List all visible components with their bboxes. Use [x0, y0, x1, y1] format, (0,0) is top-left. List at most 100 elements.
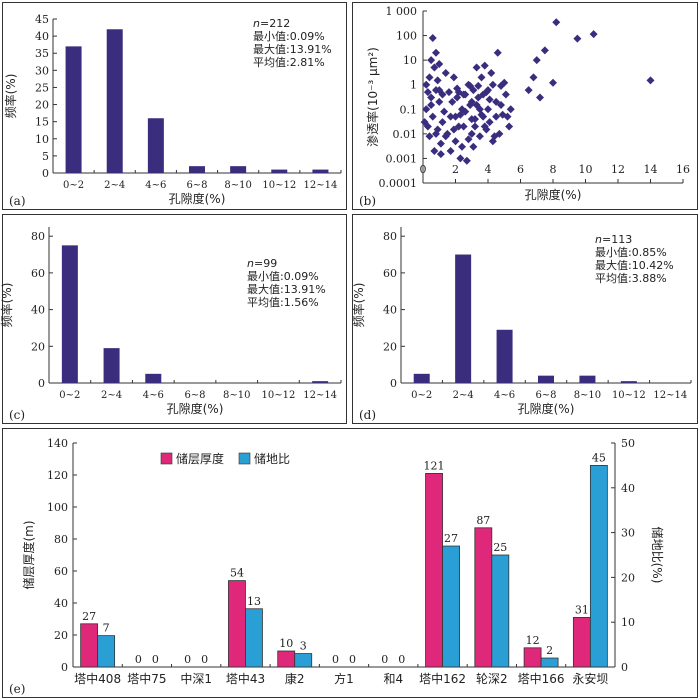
scatter-point — [497, 100, 505, 109]
scatter-point — [532, 56, 541, 65]
bar-thickness — [228, 580, 246, 668]
bar — [312, 169, 329, 173]
scatter-point — [477, 73, 486, 82]
scatter-point — [479, 90, 488, 99]
y-tick-label: 1 — [410, 79, 417, 92]
bar — [65, 46, 82, 173]
legend-label-ratio: 储地比 — [254, 451, 290, 466]
x-tick-label: 8 — [550, 163, 557, 176]
scatter-point — [474, 81, 483, 90]
x-tick-label: 2~4 — [104, 180, 125, 191]
scatter-point — [425, 132, 434, 141]
scatter-point — [436, 139, 445, 148]
scatter-point — [435, 97, 444, 106]
x-tick-label: 塔中162 — [419, 671, 466, 686]
y-tick-label: 0 — [390, 377, 397, 390]
data-label-thickness: 31 — [575, 603, 589, 616]
scatter-point — [422, 80, 431, 89]
y-tick-label-left: 0 — [61, 661, 68, 674]
x-tick-label: 8~10 — [224, 180, 251, 191]
scatter-point — [451, 137, 460, 146]
y-tick-label-right: 40 — [621, 482, 635, 495]
scatter-point — [480, 61, 489, 70]
legend-swatch-thickness — [160, 452, 173, 465]
panel-a: 0 5 10 15 20 25 30 35 40 45 0~2 2~4 4~6 6~8 8~10 10~12 1… — [2, 2, 347, 210]
scatter-point — [466, 81, 475, 90]
x-tick-label: 塔中166 — [518, 671, 565, 686]
x-tick-label: 6 — [517, 163, 524, 176]
panel-label: (a) — [9, 194, 26, 208]
scatter-point — [459, 122, 468, 131]
bar-thickness — [425, 473, 443, 668]
scatter-point — [430, 63, 439, 72]
scatter-point — [477, 110, 486, 119]
bar — [413, 373, 430, 383]
x-tick-label: 14 — [644, 163, 658, 176]
scatter-point — [435, 59, 444, 68]
scatter-point — [505, 122, 514, 131]
scatter-point — [432, 86, 440, 95]
x-axis-label: 孔隙度(%) — [525, 187, 582, 202]
data-label-thickness: 10 — [279, 637, 293, 650]
chart-a: 0 5 10 15 20 25 30 35 40 45 0~2 2~4 4~6 6~8 8~10 10~12 1… — [3, 13, 342, 208]
y-tick-label-left: 100 — [47, 501, 68, 514]
data-label-ratio: 27 — [444, 532, 458, 545]
x-tick-label: 10 — [579, 163, 593, 176]
scatter-point — [485, 118, 494, 127]
bar — [189, 166, 205, 173]
scatter-point — [462, 156, 471, 165]
y-tick-label: 60 — [31, 267, 45, 280]
stats-line: n=99 — [247, 257, 277, 270]
x-tick-label: 2~4 — [101, 390, 122, 401]
scatter-point — [448, 97, 457, 106]
bar-ratio — [540, 657, 559, 668]
data-label-ratio: 45 — [592, 451, 606, 464]
x-axis-label: 孔隙度(%) — [518, 401, 575, 416]
scatter-point — [497, 81, 505, 90]
y-tick-label: 40 — [31, 304, 45, 317]
x-tick-label: 永安坝 — [572, 671, 608, 686]
y-tick-label: 25 — [35, 81, 49, 94]
bar-thickness — [523, 647, 542, 668]
x-tick-label: 8~10 — [574, 390, 601, 401]
y-tick-label-right: 50 — [621, 437, 635, 450]
data-label-ratio: 0 — [201, 653, 208, 666]
x-tick-label: 6~8 — [186, 180, 207, 191]
x-tick-label: 12~14 — [304, 180, 338, 191]
bar-ratio — [245, 608, 263, 668]
y-tick-label-left: 140 — [47, 437, 68, 450]
bar-ratio — [442, 545, 460, 668]
scatter-point — [430, 147, 439, 156]
bar — [496, 329, 513, 383]
scatter-point — [501, 90, 510, 99]
scatter-point — [458, 105, 466, 114]
x-tick-label: 0~2 — [63, 180, 84, 191]
data-label-thickness: 0 — [184, 653, 191, 666]
x-tick-label: 2~4 — [453, 390, 474, 401]
y-tick-label: 40 — [383, 304, 397, 317]
data-label-ratio: 0 — [349, 653, 356, 666]
legend-swatch-ratio — [238, 452, 251, 465]
scatter-point — [422, 105, 431, 114]
scatter-point — [484, 105, 492, 114]
scatter-point — [440, 107, 449, 116]
scatter-point — [438, 118, 447, 127]
panel-label: (e) — [9, 682, 25, 696]
bar-thickness — [80, 623, 99, 668]
stats-line: 最大值:13.91% — [247, 282, 326, 296]
stats-line: 最小值:0.85% — [595, 246, 667, 259]
x-tick-label: 4~6 — [494, 390, 515, 401]
chart-b: 0.0001 0.001 0.01 0.1 1 10 100 1 000 0 2 4 6 8 10 12 14… — [359, 5, 690, 208]
x-tick-label: 10~12 — [612, 390, 646, 401]
y-tick-label: 20 — [31, 340, 45, 353]
scatter-point — [436, 150, 445, 159]
y-tick-label: 0.1 — [400, 103, 418, 116]
bar — [61, 245, 78, 383]
y-tick-label: 60 — [383, 267, 397, 280]
data-label-ratio: 7 — [103, 622, 110, 635]
x-tick-label: 0~2 — [59, 390, 80, 401]
y-tick-label-left: 20 — [54, 629, 68, 642]
x-tick-label: 和4 — [383, 672, 403, 686]
scatter-point — [549, 78, 557, 87]
